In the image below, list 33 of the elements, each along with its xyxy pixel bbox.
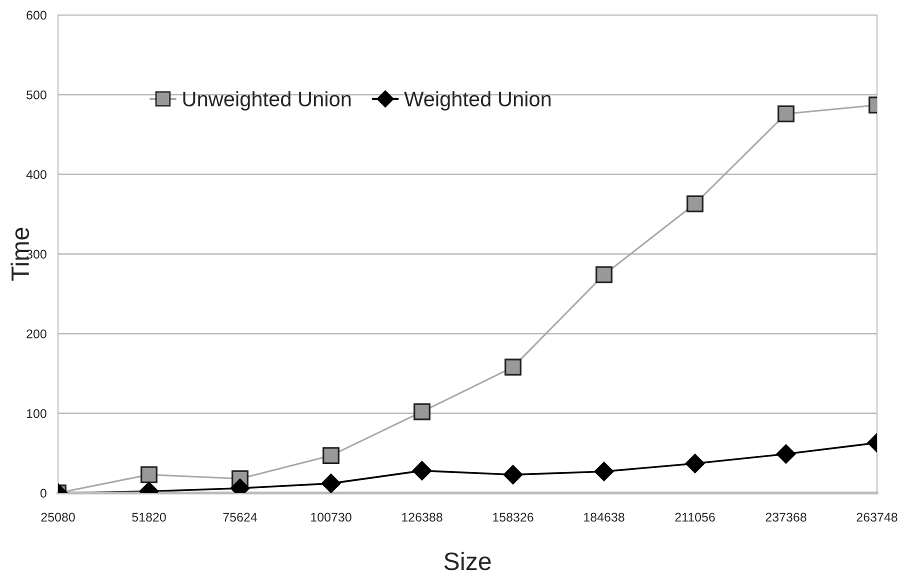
y-tick-label: 500 bbox=[26, 90, 46, 100]
point bbox=[778, 105, 794, 122]
point bbox=[594, 462, 614, 482]
point bbox=[503, 465, 523, 484]
x-tick-label: 51820 bbox=[132, 512, 166, 522]
point bbox=[322, 447, 340, 464]
y-tick-label: 400 bbox=[26, 170, 46, 179]
point bbox=[504, 358, 522, 376]
point bbox=[414, 403, 430, 420]
x-tick-label: 158326 bbox=[493, 512, 534, 522]
x-tick-label: 263748 bbox=[856, 512, 898, 522]
legend-label: Unweighted Union bbox=[183, 91, 351, 111]
legend-label: Weighted Union bbox=[404, 91, 551, 111]
point bbox=[412, 461, 432, 480]
y-axis-title: Time bbox=[10, 228, 30, 281]
point bbox=[321, 474, 341, 493]
x-tick-label: 75624 bbox=[223, 512, 258, 522]
x-tick-label: 100730 bbox=[311, 512, 352, 522]
y-tick-label: 200 bbox=[26, 329, 46, 338]
point bbox=[140, 466, 158, 484]
x-tick-label: 25080 bbox=[41, 512, 75, 522]
point bbox=[686, 195, 704, 212]
x-axis-title: Size bbox=[444, 552, 491, 570]
y-tick-label: 0 bbox=[40, 488, 46, 498]
y-tick-label: 600 bbox=[26, 10, 46, 20]
point bbox=[685, 454, 705, 474]
x-tick-label: 126388 bbox=[402, 512, 442, 522]
x-tick-label: 211056 bbox=[675, 512, 715, 522]
y-tick-label: 100 bbox=[26, 409, 46, 418]
point bbox=[596, 266, 612, 284]
x-tick-label: 237368 bbox=[766, 512, 806, 522]
point bbox=[776, 444, 796, 464]
x-tick-label: 184638 bbox=[584, 512, 624, 522]
